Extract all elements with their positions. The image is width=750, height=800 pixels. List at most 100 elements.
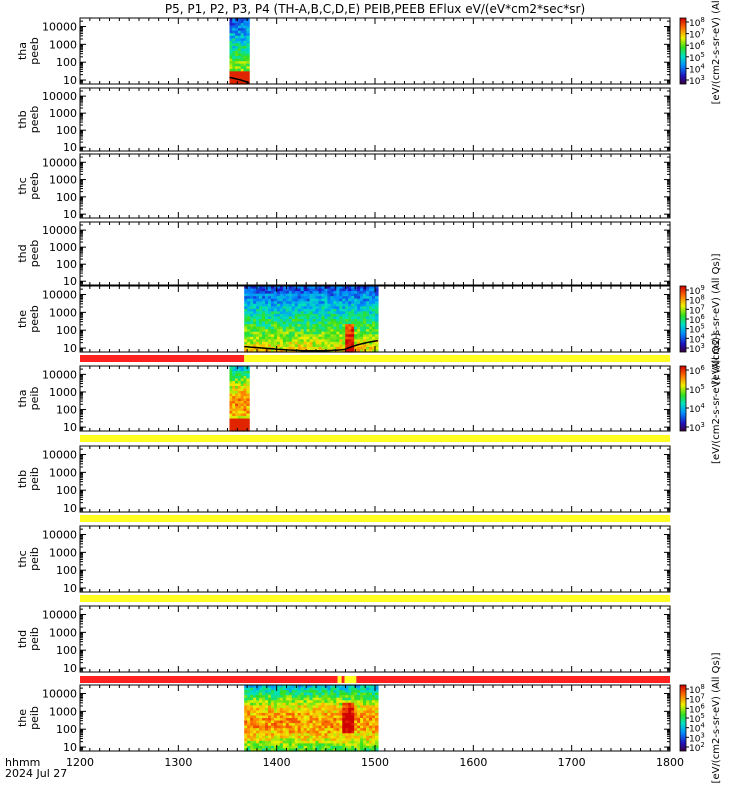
spectrogram-cell [279,286,284,290]
spectrogram-cell [247,321,251,325]
spectrogram-cell [336,710,340,714]
spectrogram-cell [357,728,361,732]
spectrogram-cell [240,421,245,425]
spectrogram-cell [237,61,242,65]
spectrogram-cell [315,735,320,739]
spectrogram-cell [345,690,349,694]
spectrogram-cell [333,334,337,338]
spectrogram-cell [315,725,320,729]
spectrogram-cell [321,725,326,729]
spectrogram-cell [265,692,269,696]
spectrogram-cell [243,73,247,77]
spectrogram-cell [360,321,364,325]
spectrogram-cell [276,324,281,328]
spectrogram-cell [276,306,281,310]
spectrogram-cell [339,291,343,295]
spectrogram-cell [250,308,254,312]
spectrogram-cell [237,18,242,22]
spectrogram-cell [315,695,320,699]
spectrogram-cell [360,712,364,717]
spectrogram-cell [351,740,355,744]
spectrogram-cell [250,344,254,348]
spectrogram-cell [318,712,323,717]
spectrogram-cell [336,346,340,351]
spectrogram-cell [229,71,233,75]
spectrogram-cell [235,376,239,380]
spectrogram-cell [327,321,331,325]
spectrogram-cell [315,316,320,320]
spectrogram-cell [360,702,364,706]
spectrogram-cell [309,334,314,338]
spectrogram-cell [330,319,334,323]
spectrogram-cell [247,331,251,335]
spectrogram-cell [345,313,349,318]
spectrogram-cell [291,748,296,752]
spectrogram-cell [357,339,361,343]
spectrogram-cell [345,738,349,742]
spectrogram-cell [232,61,236,65]
spectrogram-cell [306,728,311,732]
spectrogram-cell [327,296,331,300]
spectrogram-cell [253,705,257,709]
spectrogram-cell [273,308,278,312]
spectrogram-cell [243,418,247,422]
spectrogram-cell [247,319,251,323]
spectrogram-cell [265,341,269,345]
spectrogram-cell [244,319,248,323]
colorbar-scale [679,17,687,85]
spectrogram-cell [354,685,358,689]
spectrogram-cell [297,728,302,732]
spectrogram-cell [229,66,233,70]
spectrogram-cell [244,298,248,302]
spectrogram-cell [333,339,337,343]
spectrogram-cell [303,740,308,744]
spectrogram-cell [247,725,251,729]
spectrogram-cell [288,349,293,353]
spectrogram-cell [247,702,251,706]
spectrogram-cell [243,48,247,52]
spectrogram-cell [247,303,251,307]
spectrogram-cell [321,339,326,343]
spectrogram-cell [330,293,334,297]
spectrogram-cell [282,349,287,353]
spectrogram-cell [279,296,284,300]
spectrogram-cell [374,316,379,320]
spectrogram-cell [351,687,355,691]
spectrogram-cell [333,690,337,694]
spectrogram-cell [256,748,260,752]
spectrogram-cell [357,733,361,737]
y-tick-label: 100 [56,258,77,271]
spectrogram-cell [336,324,340,328]
mode-bar [80,435,670,442]
spectrogram-cell [372,286,376,290]
spectrogram-cell [374,695,379,699]
spectrogram-cell [363,720,367,724]
spectrogram-cell [229,38,233,42]
spectrogram-cell [285,334,290,338]
spectrogram-cell [348,733,352,737]
spectrogram-cell [259,700,263,704]
spectrogram-cell [312,712,317,717]
spectrogram-cell [342,341,346,345]
spectrogram-cell [256,326,260,330]
spectrogram-cell [363,308,367,312]
spectrogram-cell [369,316,373,320]
spectrogram-cell [306,705,311,709]
spectrogram-cell [240,396,245,400]
spectrogram-cell [273,740,278,744]
spectrogram-cell [273,715,278,719]
spectrogram-cell [354,712,358,717]
spectrogram-cell [372,697,376,701]
spectrogram-cell [300,745,305,750]
spectrogram-cell [366,702,370,706]
spectrogram-cell [282,326,287,330]
spectrogram-cell [333,341,337,345]
spectrogram-cell [235,371,239,375]
spectrogram-cell [324,695,329,699]
spectrogram-cell [232,426,236,430]
spectrogram-cell [229,18,233,22]
spectrogram-cell [250,687,254,691]
spectrogram-cell [357,748,361,752]
spectrogram-cell [372,308,376,312]
spectrogram-cell [333,336,337,340]
